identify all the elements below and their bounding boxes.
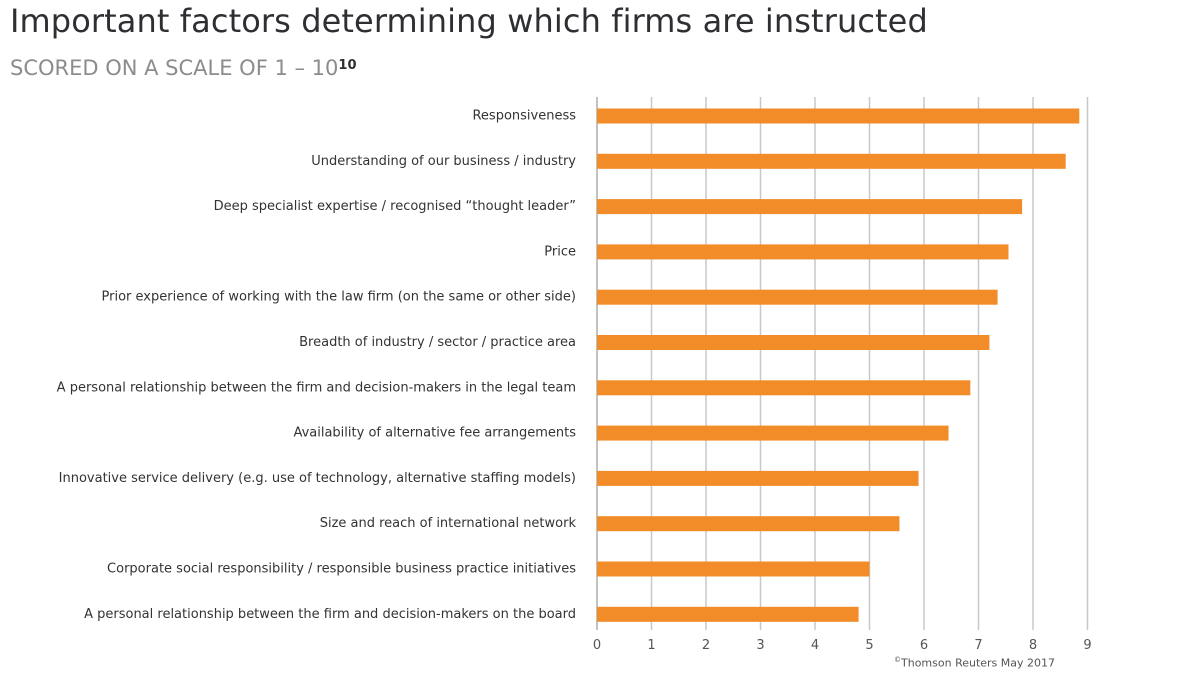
x-tick-label: 2 [702,638,710,653]
category-label: Deep specialist expertise / recognised “… [214,199,576,214]
bars [597,108,1080,622]
grid-lines [596,97,1089,630]
bar [597,153,1066,169]
bar [597,199,1023,215]
category-label: A personal relationship between the firm… [84,607,576,622]
bar [597,335,990,350]
category-label: A personal relationship between the firm… [57,380,576,395]
bar [597,380,971,396]
category-label: Availability of alternative fee arrangem… [293,426,576,441]
x-tick-label: 9 [1083,638,1091,653]
bar [597,289,998,305]
x-tick-label: 5 [865,638,873,653]
source-text: Thomson Reuters May 2017 [901,656,1056,670]
bar [597,470,919,486]
chart-title: Important factors determining which firm… [10,2,928,40]
x-tick-label: 1 [647,638,655,653]
category-label: Price [544,244,576,259]
category-label: Responsiveness [472,109,576,124]
x-tick-label: 0 [593,638,601,653]
chart-subtitle-superscript: 10 [338,58,357,73]
chart-subtitle-text: SCORED ON A SCALE OF 1 – 10 [10,56,339,80]
bar [597,561,870,577]
x-axis-ticks: 0 1 2 3 4 5 6 7 8 9 [593,638,1092,653]
category-label: Corporate social responsibility / respon… [107,562,576,577]
bar [597,108,1080,124]
category-label: Innovative service delivery (e.g. use of… [59,471,576,486]
bar [597,425,949,441]
bar [597,516,900,532]
x-tick-label: 8 [1029,638,1037,653]
x-tick-label: 6 [920,638,928,653]
copyright-mark: © [894,656,901,664]
x-tick-label: 3 [756,638,764,653]
source-note: ©Thomson Reuters May 2017 [894,656,1055,670]
category-label: Size and reach of international network [320,516,577,531]
bar [597,606,859,622]
category-label: Breadth of industry / sector / practice … [299,335,576,350]
category-label: Understanding of our business / industry [311,154,576,169]
bar [597,244,1009,260]
x-tick-label: 7 [974,638,982,653]
x-tick-label: 4 [811,638,819,653]
category-labels: Responsiveness Understanding of our busin… [57,109,577,622]
chart-subtitle: SCORED ON A SCALE OF 1 – 1010 [10,56,357,80]
category-label: Prior experience of working with the law… [102,290,576,305]
